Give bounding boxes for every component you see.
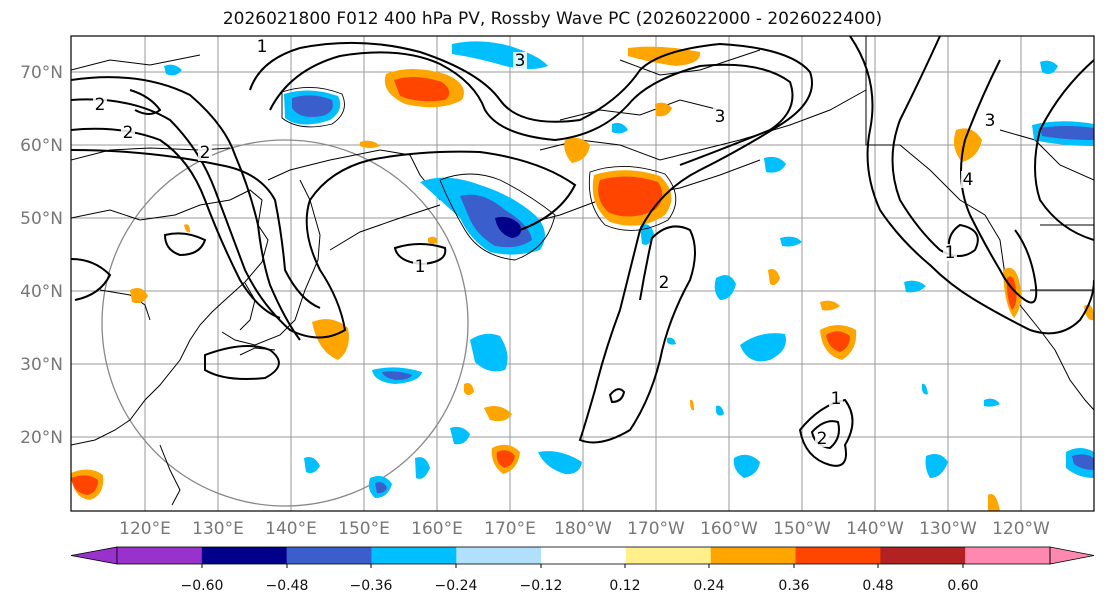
contour-label-bg xyxy=(513,52,527,69)
colorbar-tick-label: 0.12 xyxy=(609,578,640,594)
lon-label: 160°W xyxy=(700,519,758,539)
colorbar-tick-label: −0.60 xyxy=(181,578,224,594)
colorbar-extend-max xyxy=(1049,546,1095,565)
longitude-labels: 120°E 130°E 140°E 150°E 160°E 170°E 180°W 170°W… xyxy=(119,519,1050,539)
contour-label-bg xyxy=(413,258,427,275)
colorbar-tick-label: 0.48 xyxy=(862,578,893,594)
lat-label: 70°N xyxy=(20,63,63,83)
contour-label-bg xyxy=(815,430,829,447)
contour-label-bg xyxy=(713,108,727,125)
contour-label: 2 xyxy=(200,143,211,163)
contour-label: 1 xyxy=(945,243,956,263)
colorbar-segment xyxy=(371,547,457,564)
contour-label: 1 xyxy=(415,257,426,277)
colorbar xyxy=(70,546,1095,565)
colorbar-tick-label: −0.24 xyxy=(435,578,478,594)
contour-label: 4 xyxy=(963,170,974,190)
contour-label-bg xyxy=(983,112,997,129)
colorbar-outline xyxy=(116,546,1051,565)
contour-label-bg xyxy=(93,96,107,113)
contour-label: 2 xyxy=(95,95,106,115)
colorbar-segment xyxy=(965,547,1051,564)
colorbar-tick-label: 0.36 xyxy=(778,578,809,594)
contour-label: 3 xyxy=(985,111,996,131)
lon-label: 120°W xyxy=(992,519,1050,539)
lat-label: 60°N xyxy=(20,136,63,156)
contour-label-bg xyxy=(657,274,671,291)
lon-label: 170°W xyxy=(627,519,685,539)
colorbar-tick-label: −0.48 xyxy=(266,578,309,594)
contour-label: 2 xyxy=(123,123,134,143)
lon-label: 170°E xyxy=(484,519,536,539)
map-title: 2026021800 F012 400 hPa PV, Rossby Wave … xyxy=(222,9,883,29)
lon-label: 150°E xyxy=(338,519,390,539)
range-circle xyxy=(101,139,469,507)
contour-label-bg xyxy=(961,171,975,188)
colorbar-tick-label: 0.24 xyxy=(693,578,724,594)
contour-label: 3 xyxy=(715,107,726,127)
colorbar-segment xyxy=(117,547,203,564)
colorbar-segment xyxy=(456,547,542,564)
lat-label: 40°N xyxy=(20,282,63,302)
colorbar-segment xyxy=(201,547,288,564)
lat-label: 50°N xyxy=(20,209,63,229)
colorbar-segment xyxy=(625,547,712,564)
colorbar-tick-label: −0.12 xyxy=(520,578,563,594)
contour-label: 1 xyxy=(257,37,268,57)
contour-label-bg xyxy=(121,124,135,141)
lon-label: 160°E xyxy=(411,519,463,539)
lon-label: 150°W xyxy=(773,519,831,539)
colorbar-segment xyxy=(541,547,627,564)
colorbar-tick-label: 0.60 xyxy=(947,578,978,594)
lat-label: 30°N xyxy=(20,355,63,375)
fine-contours xyxy=(281,87,677,261)
colorbar-tick-label: −0.36 xyxy=(350,578,393,594)
colorbar-extend-min xyxy=(70,546,118,565)
colorbar-ticks: −0.60 −0.48 −0.36 −0.24 −0.12 0.12 0.24 0.36 0.4… xyxy=(181,564,979,594)
lat-label: 20°N xyxy=(20,428,63,448)
plot-frame xyxy=(70,35,1095,512)
contour-label: 2 xyxy=(817,429,828,449)
contour-label: 3 xyxy=(515,51,526,71)
colorbar-segment xyxy=(710,547,797,564)
contour-label-bg xyxy=(198,144,212,161)
colorbar-segment xyxy=(286,547,372,564)
contour-label-bg xyxy=(943,244,957,261)
contour-label-bg xyxy=(829,390,843,407)
latitude-labels: 70°N 60°N 50°N 40°N 30°N 20°N xyxy=(20,63,63,448)
lon-label: 180°W xyxy=(554,519,612,539)
colorbar-segment xyxy=(880,547,966,564)
pv-contours xyxy=(71,36,1094,467)
lon-label: 140°E xyxy=(265,519,317,539)
lon-label: 130°W xyxy=(919,519,977,539)
contour-label: 2 xyxy=(659,273,670,293)
contour-label-bg xyxy=(255,38,269,55)
contour-label: 1 xyxy=(831,389,842,409)
lon-label: 130°E xyxy=(192,519,244,539)
lon-label: 120°E xyxy=(119,519,171,539)
lon-label: 140°W xyxy=(846,519,904,539)
colorbar-segment xyxy=(795,547,881,564)
rossby-wave-shading xyxy=(71,41,1094,511)
